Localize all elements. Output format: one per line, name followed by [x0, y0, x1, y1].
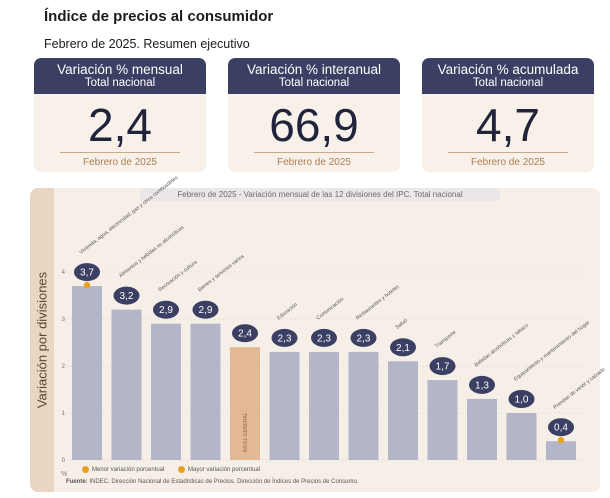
value-label: 3,2: [120, 291, 134, 302]
card-yearly-title: Variación % interanual: [246, 62, 382, 77]
value-badge: [469, 375, 495, 394]
value-label: 2,3: [317, 333, 331, 344]
legend-min-marker: [82, 466, 89, 473]
bar-category-label: Bienes y servicios varios: [197, 253, 246, 293]
bar: [151, 323, 181, 460]
value-badge: [350, 328, 377, 347]
bar-category-label: Recreación y cultura: [158, 259, 199, 293]
value-badge: [508, 390, 535, 408]
source-text: INDEC, Dirección Nacional de Estadística…: [89, 479, 359, 485]
value-label: 2,9: [199, 305, 213, 316]
chart-sidebar: [30, 188, 54, 492]
bar: [269, 351, 300, 460]
card-monthly-period: Febrero de 2025: [83, 157, 157, 168]
bar: [427, 380, 458, 460]
bar: [72, 286, 102, 460]
value-label: 2,4: [238, 329, 252, 340]
y-tick-label: 1: [62, 411, 66, 417]
value-badge: [153, 300, 179, 319]
legend-max-label: Mayor variación porcentual: [188, 467, 261, 473]
bar-category-label: Bebidas alcohólicas y tabaco: [474, 322, 531, 368]
card-divider: [60, 152, 180, 153]
bar-category-label: Restaurantes y hoteles: [355, 284, 401, 322]
value-label: 1,3: [475, 380, 489, 391]
value-label: 2,9: [159, 305, 173, 316]
max-marker: [83, 281, 91, 289]
value-badge: [429, 357, 456, 376]
value-badge: [192, 300, 219, 319]
bar-category-label: NIVEL GENERAL: [243, 412, 249, 452]
value-label: 2,3: [357, 333, 371, 344]
bar: [506, 413, 537, 460]
bar: [111, 309, 142, 460]
legend-min-label: Menor variación porcentual: [92, 467, 165, 473]
value-badge: [113, 286, 140, 305]
card-cumulative: Variación % acumulada Total nacional 4,7…: [422, 58, 594, 172]
card-monthly: Variación % mensual Total nacional 2,4 F…: [34, 58, 206, 172]
card-yearly-header: Variación % interanual Total nacional: [228, 58, 400, 94]
value-badge: [271, 328, 298, 347]
legend-max-marker: [178, 466, 185, 473]
value-label: 1,0: [515, 395, 529, 406]
card-monthly-value: 2,4: [88, 99, 152, 151]
page-subtitle: Febrero de 2025. Resumen ejecutivo: [44, 37, 250, 51]
y-unit-label: %: [61, 471, 67, 478]
bar: [546, 441, 576, 460]
bar-category-label: Prendas de vestir y calzado: [553, 367, 607, 411]
card-cumulative-title: Variación % acumulada: [437, 62, 579, 77]
card-yearly-scope: Total nacional: [278, 77, 350, 89]
bar-total: [230, 347, 260, 460]
chart-title: Febrero de 2025 - Variación mensual de l…: [140, 188, 500, 201]
card-cumulative-value: 4,7: [476, 99, 540, 151]
card-divider: [448, 152, 568, 153]
bar: [467, 398, 497, 460]
card-monthly-scope: Total nacional: [84, 77, 156, 89]
card-cumulative-period: Febrero de 2025: [471, 157, 545, 168]
bar-category-label: Salud: [395, 318, 409, 331]
y-tick-label: 2: [62, 364, 66, 370]
value-badge: [311, 328, 337, 347]
y-tick-label: 4: [62, 270, 66, 276]
value-label: 0,4: [554, 423, 568, 434]
y-tick-label: 0: [62, 458, 66, 464]
bar-category-label: Transporte: [434, 330, 457, 350]
value-badge: [74, 263, 100, 282]
min-marker: [557, 437, 565, 444]
value-label: 1,7: [436, 362, 450, 373]
card-yearly: Variación % interanual Total nacional 66…: [228, 58, 400, 172]
y-tick-label: 3: [62, 317, 66, 323]
card-yearly-period: Febrero de 2025: [277, 157, 351, 168]
value-label: 2,1: [396, 343, 410, 354]
bar: [388, 361, 418, 460]
page-title: Índice de precios al consumidor: [44, 8, 274, 25]
card-cumulative-header: Variación % acumulada Total nacional: [422, 58, 594, 94]
source-note: Fuente: INDEC, Dirección Nacional de Est…: [66, 479, 358, 485]
value-badge: [390, 338, 416, 357]
card-divider: [254, 152, 374, 153]
source-label: Fuente:: [66, 479, 88, 485]
value-badge: [232, 324, 258, 343]
bar: [309, 351, 339, 460]
bar-category-label: Alimentos y bebidas no alcohólicas: [118, 224, 186, 279]
card-cumulative-scope: Total nacional: [472, 77, 544, 89]
card-yearly-value: 66,9: [269, 99, 359, 151]
bar-category-label: Educación: [276, 302, 299, 322]
bar: [348, 351, 379, 460]
value-label: 2,3: [278, 333, 292, 344]
value-label: 3,7: [80, 268, 94, 279]
bar: [190, 323, 221, 460]
card-monthly-header: Variación % mensual Total nacional: [34, 58, 206, 94]
card-monthly-title: Variación % mensual: [57, 62, 183, 77]
value-badge: [548, 418, 574, 437]
bar-category-label: Comunicación: [316, 296, 346, 321]
